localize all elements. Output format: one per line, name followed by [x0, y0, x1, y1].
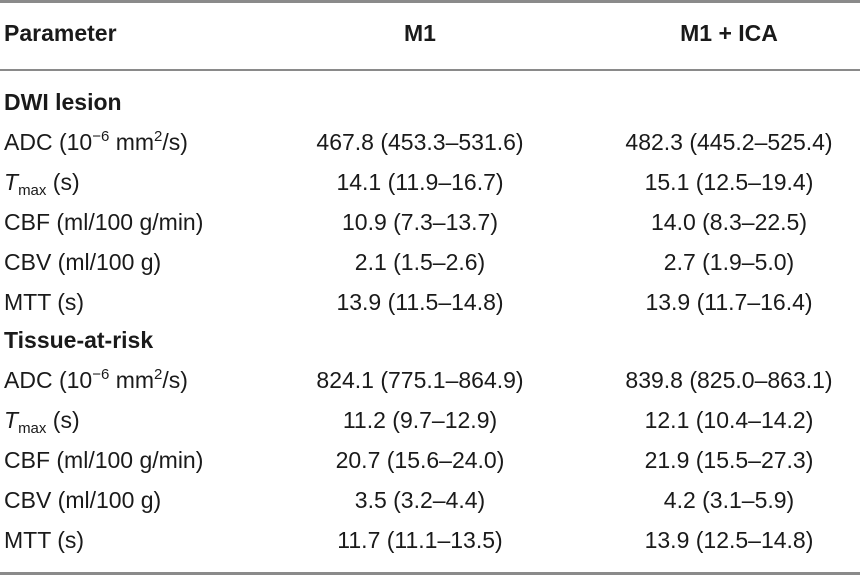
- section-title: DWI lesion: [4, 89, 122, 115]
- value-m1-ica: 15.1 (12.5–19.4): [644, 169, 814, 195]
- param-adc: ADC (10−6 mm2/s): [4, 366, 188, 393]
- table-row: MTT (s) 13.9 (11.5–14.8) 13.9 (11.7–16.4…: [0, 282, 860, 322]
- value-m1-ica: 4.2 (3.1–5.9): [663, 487, 795, 513]
- value-m1: 10.9 (7.3–13.7): [341, 209, 498, 235]
- value-m1-ica: 839.8 (825.0–863.1): [625, 367, 833, 393]
- value-m1: 3.5 (3.2–4.4): [354, 487, 486, 513]
- value-m1: 2.1 (1.5–2.6): [354, 249, 486, 275]
- header-m1-ica: M1 + ICA: [680, 20, 778, 46]
- param-cbv: CBV (ml/100 g): [4, 487, 162, 513]
- table-row: ADC (10−6 mm2/s) 467.8 (453.3–531.6) 482…: [0, 122, 860, 162]
- value-m1: 11.2 (9.7–12.9): [342, 407, 498, 433]
- value-m1-ica: 14.0 (8.3–22.5): [650, 209, 807, 235]
- param-mtt: MTT (s): [4, 527, 85, 553]
- header-m1: M1: [404, 20, 436, 46]
- table-row: MTT (s) 11.7 (11.1–13.5) 13.9 (12.5–14.8…: [0, 520, 860, 560]
- value-m1-ica: 2.7 (1.9–5.0): [663, 249, 795, 275]
- section-title-row: Tissue-at-risk: [0, 320, 860, 360]
- table-row: Tmax (s) 11.2 (9.7–12.9) 12.1 (10.4–14.2…: [0, 400, 860, 440]
- param-tmax: Tmax (s): [4, 169, 80, 199]
- value-m1: 13.9 (11.5–14.8): [336, 289, 504, 315]
- value-m1-ica: 13.9 (11.7–16.4): [645, 289, 813, 315]
- value-m1: 467.8 (453.3–531.6): [316, 129, 524, 155]
- value-m1: 824.1 (775.1–864.9): [316, 367, 524, 393]
- param-cbf: CBF (ml/100 g/min): [4, 447, 204, 473]
- table-row: CBF (ml/100 g/min) 20.7 (15.6–24.0) 21.9…: [0, 440, 860, 480]
- value-m1-ica: 13.9 (12.5–14.8): [644, 527, 814, 553]
- header-row: Parameter M1 M1 + ICA: [0, 13, 860, 53]
- param-adc: ADC (10−6 mm2/s): [4, 128, 188, 155]
- header-parameter: Parameter: [4, 20, 117, 46]
- value-m1-ica: 21.9 (15.5–27.3): [644, 447, 814, 473]
- param-cbf: CBF (ml/100 g/min): [4, 209, 204, 235]
- param-tmax: Tmax (s): [4, 407, 80, 437]
- section-title: Tissue-at-risk: [4, 327, 154, 353]
- value-m1: 14.1 (11.9–16.7): [336, 169, 504, 195]
- table-row: CBF (ml/100 g/min) 10.9 (7.3–13.7) 14.0 …: [0, 202, 860, 242]
- header-rule: [0, 69, 860, 71]
- param-mtt: MTT (s): [4, 289, 85, 315]
- table-row: Tmax (s) 14.1 (11.9–16.7) 15.1 (12.5–19.…: [0, 162, 860, 202]
- value-m1-ica: 482.3 (445.2–525.4): [625, 129, 833, 155]
- top-rule: [0, 0, 860, 3]
- bottom-rule: [0, 572, 860, 575]
- value-m1: 20.7 (15.6–24.0): [335, 447, 505, 473]
- table-row: CBV (ml/100 g) 2.1 (1.5–2.6) 2.7 (1.9–5.…: [0, 242, 860, 282]
- section-title-row: DWI lesion: [0, 82, 860, 122]
- value-m1-ica: 12.1 (10.4–14.2): [644, 407, 814, 433]
- table-row: ADC (10−6 mm2/s) 824.1 (775.1–864.9) 839…: [0, 360, 860, 400]
- value-m1: 11.7 (11.1–13.5): [337, 527, 503, 553]
- table-row: CBV (ml/100 g) 3.5 (3.2–4.4) 4.2 (3.1–5.…: [0, 480, 860, 520]
- param-cbv: CBV (ml/100 g): [4, 249, 162, 275]
